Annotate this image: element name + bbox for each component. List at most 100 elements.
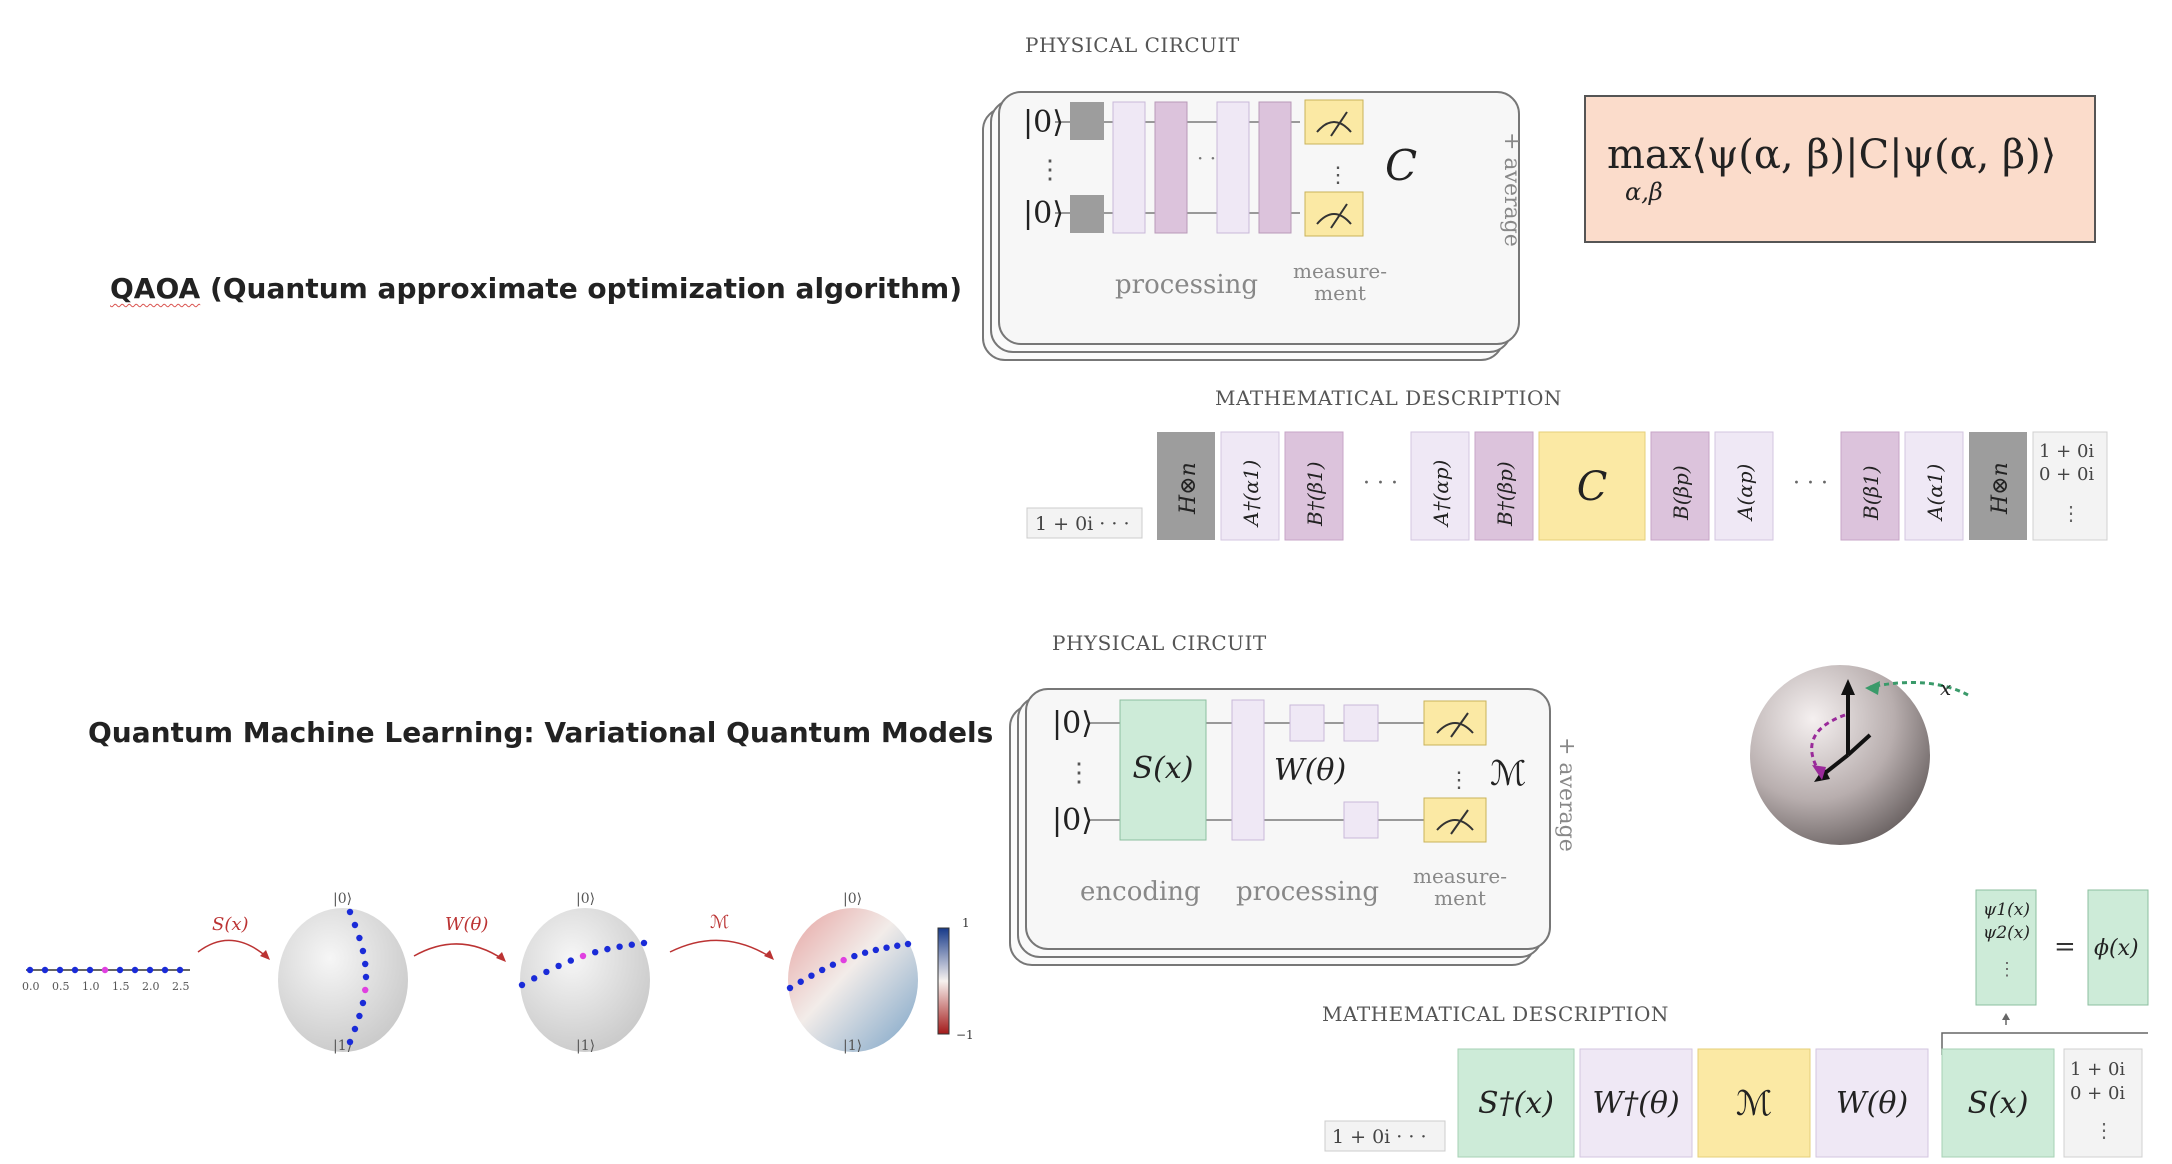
mixer-layer-p [1258,101,1292,234]
arrow-processing-label: W(θ) [445,914,488,935]
state-sphere [1750,665,1930,845]
input-point [71,966,79,974]
colorbar-min: −1 [956,1028,974,1042]
sphere-2-point [567,957,574,964]
input-point [41,966,49,974]
qaoa-block-7-label: B(βp) [1669,465,1693,521]
qaoa-block-9-label: B(β1) [1859,465,1883,521]
qml-block-1-label: S†(x) [1478,1086,1554,1121]
qaoa-vector-row [1026,507,1143,539]
qaoa-block-row: H⊗n A†(α1) B†(β1) · · · A†(αp) B†(βp) C … [1157,431,2108,541]
phi-label: ϕ(x) [2094,936,2139,961]
qaoa-objective-box [1584,95,2096,243]
sphere-1-point [346,1038,354,1046]
bloch-flow: 0.0 0.5 1.0 1.5 2.0 2.5 S(x) |0⟩ |1⟩ W(θ… [22,891,974,1054]
svg-text:⋮: ⋮ [1066,758,1092,788]
sphere-2-point [555,962,562,970]
sphere-1-point [359,999,367,1007]
encoding-gate-label: S(x) [1133,751,1194,786]
qml-physical-title: PHYSICAL CIRCUIT [1052,631,1267,655]
sphere-2-point [579,952,587,960]
qaoa-block-4-label: A†(αp) [1429,460,1453,528]
processing-gate-label: W(θ) [1274,753,1346,788]
hadamard-gate-top [1070,102,1104,140]
colorbar [937,927,950,1035]
input-point [176,966,184,974]
sphere-1-north: |0⟩ [333,891,352,907]
qaoa-block-2-label: A†(α1) [1239,460,1263,528]
qml-block-5-label: S(x) [1968,1086,2029,1121]
sphere-2-point [543,968,550,976]
qaoa-objective: max⟨ψ(α, β)|C|ψ(α, β)⟩ [1607,132,2056,178]
qaoa-diagram: PHYSICAL CIRCUIT |0⟩ |0⟩ ⋮ · · · ⋮ C pro… [982,33,2108,541]
sphere-1-point [359,947,367,955]
sphere-3-points [786,940,912,992]
qaoa-measurement-label-2: ment [1314,281,1366,305]
axis-ticks: 0.0 0.5 1.0 1.5 2.0 2.5 [22,980,190,993]
qml-vector-column [2063,1048,2143,1158]
qml-ket0-top: |0⟩ [1052,706,1093,741]
hadamard-gate-bottom [1070,195,1104,233]
qml-processing-label: processing [1236,877,1379,907]
qaoa-block-11-label: H⊗n [1988,462,2013,515]
qaoa-block-dots-2: · · · [1793,471,1828,496]
input-point [56,966,64,974]
qaoa-block-6 [1538,431,1646,541]
qaoa-block-5-label: B†(βp) [1493,461,1517,527]
qml-block-1 [1457,1048,1575,1158]
sphere-3-point [883,944,890,951]
qaoa-block-10-label: A(α1) [1923,464,1947,522]
qml-vector-row-text: 1 + 0i · · · [1332,1126,1427,1148]
sphere-2-point [640,939,648,947]
qaoa-block-11 [1969,432,2027,540]
qml-measurement-label-2: ment [1434,886,1486,910]
tick-0: 0.0 [22,980,40,993]
sphere-1-points [346,908,370,1046]
qaoa-block-8-label: A(αp) [1733,464,1757,522]
qaoa-abbr: QAOA [110,272,201,305]
qaoa-physical-title: PHYSICAL CIRCUIT [1025,33,1240,57]
qml-measurement-symbol: ℳ [1490,754,1526,794]
sphere-3-north: |0⟩ [843,891,862,907]
phi-box [2087,889,2149,1006]
sphere-2-point [531,975,538,982]
qaoa-block-1-label: H⊗n [1176,462,1201,515]
qaoa-average-label: + average [1499,132,1524,247]
sphere-1-point [356,934,363,942]
qml-encoding-label: encoding [1080,877,1201,907]
qaoa-block-10 [1904,431,1964,541]
sphere-1-point [356,1012,363,1020]
qaoa-block-3-label: B†(β1) [1303,461,1327,527]
input-point [86,966,94,974]
qaoa-ket0-bottom: |0⟩ [1023,196,1064,231]
qaoa-vector-col-1: 1 + 0i [2039,441,2094,462]
arrow-encoding-label: S(x) [212,914,249,935]
sphere-1-point [346,908,354,916]
sphere-3-point [840,956,847,964]
qml-vector-col-1: 1 + 0i [2070,1059,2125,1080]
qaoa-vector-row-text: 1 + 0i · · · [1035,513,1130,535]
qml-math-title: MATHEMATICAL DESCRIPTION [1322,1002,1669,1026]
colorbar-max: 1 [962,916,970,930]
sphere-1-point [362,986,369,994]
qml-ket0-bottom: |0⟩ [1052,803,1093,838]
qaoa-heading: QAOA (Quantum approximate optimization a… [110,272,962,305]
sphere-3-point [904,940,912,948]
equals-sign: = [2054,932,2076,962]
sphere-2-south: |1⟩ [576,1038,595,1054]
feature-vector-box [1975,889,2037,1006]
qml-measurement-label-1: measure- [1413,864,1507,888]
vector-right [1846,733,1872,757]
arrow-processing [413,943,505,961]
sphere-2-point [518,981,526,989]
sphere-1-point [362,973,370,981]
sphere-2-point [592,948,599,956]
sphere-2-north: |0⟩ [576,891,595,907]
rotation-arrow-green [1869,681,1969,697]
qaoa-block-4 [1410,431,1470,541]
qaoa-measurement-label-1: measure- [1293,259,1387,283]
processing-gate-1 [1289,704,1325,742]
qaoa-objective-subscript: α,β [1625,178,1663,206]
arrow-encoding [197,939,269,959]
qml-diagram: PHYSICAL CIRCUIT |0⟩ |0⟩ ⋮ S(x) W(θ) ⋮ ℳ… [1009,631,2149,1158]
